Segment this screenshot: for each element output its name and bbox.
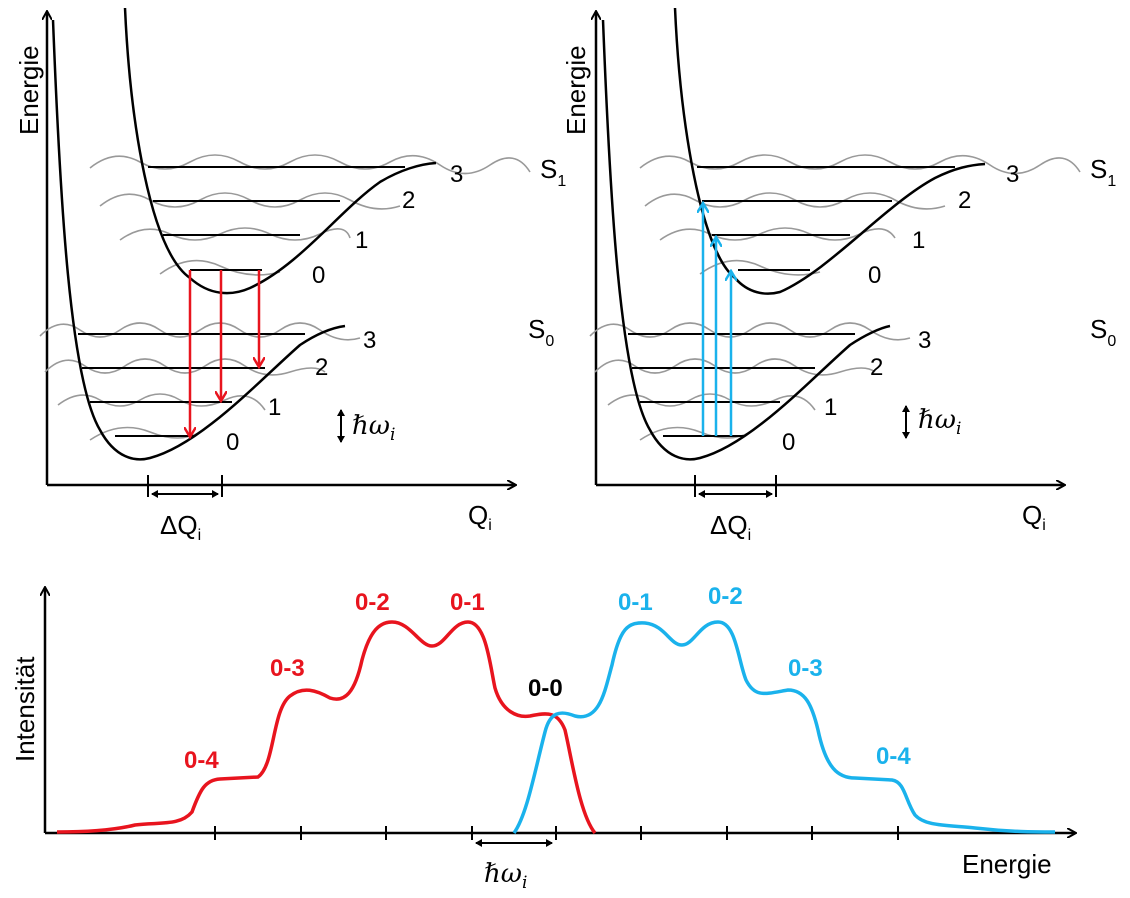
state-label-s1: S1 bbox=[1090, 154, 1116, 190]
state-label-s1: S1 bbox=[540, 154, 566, 190]
emission-arrows bbox=[190, 270, 259, 436]
delta-q-label: ΔQi bbox=[710, 510, 751, 544]
state-label-s0-right: S0 bbox=[1090, 314, 1116, 350]
zero-zero-peak-label: 0-0 bbox=[528, 675, 563, 702]
s1-wave-3 bbox=[639, 154, 1081, 175]
emission-peak-label-0-1: 0-1 bbox=[450, 589, 485, 616]
s0-level-label-2: 2 bbox=[870, 354, 883, 381]
hbar-omega-label: ℏωi bbox=[352, 411, 395, 445]
s1-level-label-2: 2 bbox=[402, 187, 415, 214]
s1-level-label-3: 3 bbox=[1006, 161, 1019, 188]
spectrum-hbar-omega-label: ℏωi bbox=[484, 859, 527, 893]
s1-level-label-1: 1 bbox=[355, 227, 368, 254]
spectrum-ticks bbox=[214, 826, 899, 840]
s1-levels bbox=[697, 166, 955, 271]
s0-level-label-1: 1 bbox=[824, 394, 837, 421]
s1-level-label-3: 3 bbox=[450, 161, 463, 188]
emission-potential-panel: Energie Qi bbox=[14, 7, 566, 544]
absorption-peak-label-0-3: 0-3 bbox=[788, 655, 823, 682]
s0-levels bbox=[628, 333, 855, 437]
y-axis-label: Energie bbox=[561, 45, 591, 135]
vibrational-wavefunctions bbox=[39, 154, 531, 441]
absorption-potential-panel: Energie Qi bbox=[528, 7, 1116, 544]
s0-potential-curve bbox=[601, 19, 891, 461]
s1-level-label-2: 2 bbox=[958, 187, 971, 214]
delta-q-label: ΔQi bbox=[160, 510, 201, 544]
s0-potential-curve bbox=[51, 19, 346, 461]
s1-wave-0 bbox=[699, 259, 821, 276]
s1-levels bbox=[148, 166, 405, 271]
absorption-peak-label-0-4: 0-4 bbox=[876, 743, 911, 770]
s0-level-label-3: 3 bbox=[918, 327, 931, 354]
s0-wave-0 bbox=[89, 426, 201, 441]
hbar-omega-label: ℏωi bbox=[918, 405, 961, 439]
y-axis-label: Energie bbox=[14, 45, 44, 135]
absorption-spectrum-curve bbox=[512, 620, 1056, 835]
s0-level-label-2: 2 bbox=[315, 354, 328, 381]
s0-wave-1 bbox=[57, 393, 266, 411]
s0-level-label-1: 1 bbox=[268, 394, 281, 421]
emission-peak-label-0-3: 0-3 bbox=[270, 655, 305, 682]
s1-level-label-1: 1 bbox=[912, 227, 925, 254]
emission-peak-label-0-2: 0-2 bbox=[355, 589, 390, 616]
absorption-arrows bbox=[703, 204, 731, 436]
s1-potential-curve bbox=[673, 7, 986, 295]
absorption-peak-label-0-1: 0-1 bbox=[618, 589, 653, 616]
s1-level-label-0: 0 bbox=[868, 262, 881, 289]
state-label-s0-left: S0 bbox=[528, 314, 554, 350]
s0-levels bbox=[78, 333, 305, 437]
s0-level-label-0: 0 bbox=[226, 429, 239, 456]
s0-wave-3 bbox=[39, 322, 361, 341]
absorption-peak-label-0-2: 0-2 bbox=[708, 583, 743, 610]
x-axis-label: Qi bbox=[1022, 500, 1046, 534]
s0-level-label-0: 0 bbox=[782, 429, 795, 456]
spectrum-y-axis-label: Intensität bbox=[10, 656, 40, 762]
s0-wave-0 bbox=[639, 426, 751, 441]
s0-wave-3 bbox=[589, 322, 911, 341]
emission-peak-label-0-4: 0-4 bbox=[184, 747, 219, 774]
s1-wave-3 bbox=[89, 154, 531, 175]
x-axis-label: Qi bbox=[468, 500, 492, 534]
spectrum-x-axis-label: Energie bbox=[962, 849, 1052, 879]
s1-potential-curve bbox=[123, 7, 437, 295]
s0-wave-1 bbox=[607, 393, 816, 411]
emission-spectrum-curve bbox=[56, 620, 597, 835]
s1-level-label-0: 0 bbox=[312, 262, 325, 289]
spectrum-panel: Intensität Energie 0-4 0-3 0-2 0-1 0-0 0… bbox=[10, 583, 1075, 893]
s0-level-label-3: 3 bbox=[363, 327, 376, 354]
